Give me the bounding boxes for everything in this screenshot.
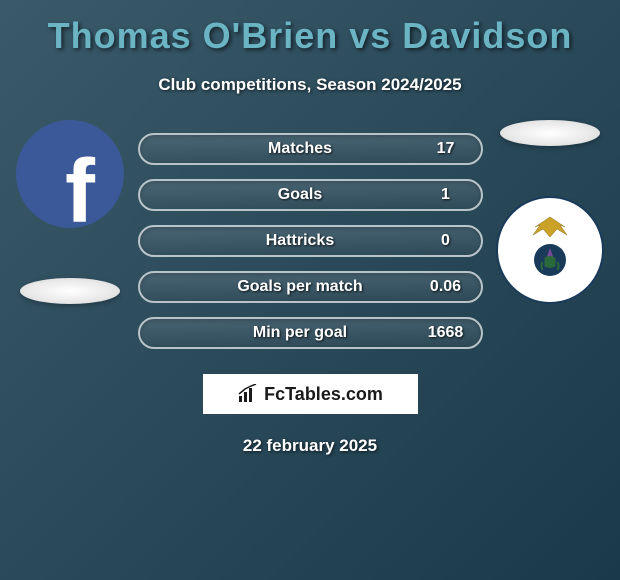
player-left-name-pill: [20, 278, 120, 304]
eagle-icon: [525, 215, 575, 240]
stat-value: 17: [411, 140, 481, 158]
brand-text: FcTables.com: [264, 384, 383, 405]
stat-label: Goals per match: [190, 278, 411, 296]
player-left-avatar: f: [16, 120, 124, 228]
player-left-panel: f: [10, 120, 130, 304]
stat-label: Goals: [190, 186, 411, 204]
page-title: Thomas O'Brien vs Davidson: [0, 15, 620, 57]
chart-icon: [237, 384, 259, 404]
stat-label: Hattricks: [190, 232, 411, 250]
player-right-name-pill: [500, 120, 600, 146]
stat-value: 1: [411, 186, 481, 204]
club-crest-icon: [510, 210, 590, 290]
stat-row: Matches 17: [138, 133, 483, 165]
stat-value: 0.06: [411, 278, 481, 296]
stats-list: Matches 17 Goals 1 Hattricks 0 Goals per…: [138, 133, 483, 349]
date-label: 22 february 2025: [0, 436, 620, 456]
subtitle: Club competitions, Season 2024/2025: [0, 75, 620, 95]
stat-value: 1668: [411, 324, 481, 342]
thistle-icon: [533, 240, 568, 280]
stat-label: Matches: [190, 140, 411, 158]
stat-row: Goals per match 0.06: [138, 271, 483, 303]
stat-row: Min per goal 1668: [138, 317, 483, 349]
player-right-badge: [496, 196, 604, 304]
branding-box[interactable]: FcTables.com: [203, 374, 418, 414]
stat-value: 0: [411, 232, 481, 250]
facebook-icon: f: [65, 141, 95, 229]
stat-row: Goals 1: [138, 179, 483, 211]
player-right-panel: [490, 120, 610, 304]
stat-row: Hattricks 0: [138, 225, 483, 257]
stat-label: Min per goal: [190, 324, 411, 342]
main-container: Thomas O'Brien vs Davidson Club competit…: [0, 0, 620, 466]
